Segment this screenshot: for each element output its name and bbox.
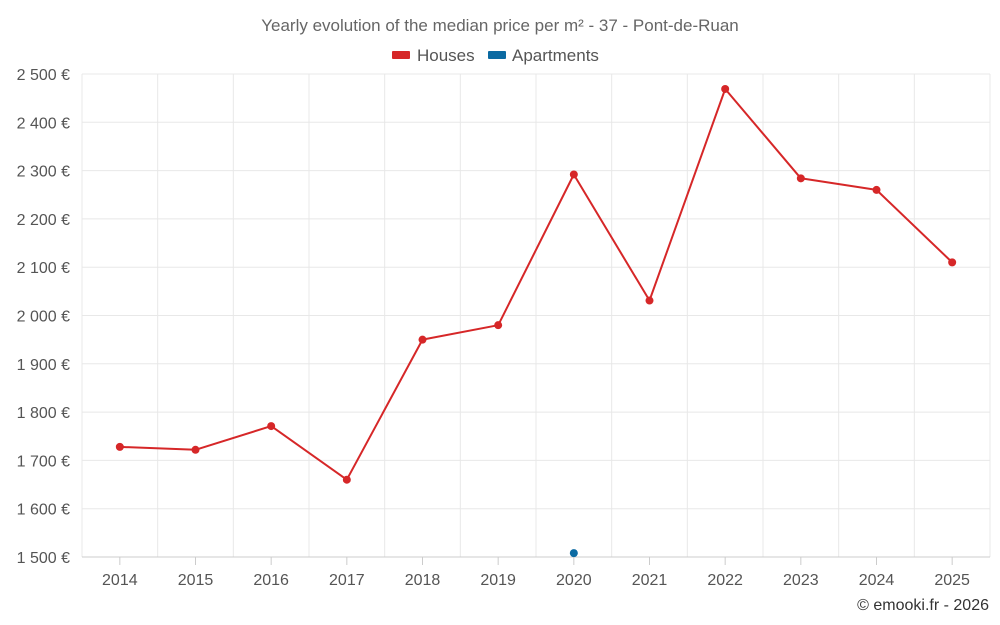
x-tick-label: 2025: [934, 572, 970, 589]
data-point-houses[interactable]: [872, 185, 881, 194]
x-tick-label: 2018: [405, 572, 441, 589]
y-axis-ticks: 1 500 € 1 600 € 1 700 € 1 800 € 1 900 € 2 000…: [17, 67, 70, 567]
x-tick-label: 2015: [178, 572, 214, 589]
data-point-houses[interactable]: [721, 84, 730, 93]
x-tick-label: 2019: [480, 572, 516, 589]
y-tick-label: 2 100 €: [17, 260, 70, 277]
data-point-apartments[interactable]: [569, 549, 578, 558]
x-tick-label: 2021: [632, 572, 668, 589]
series-line-houses: [119, 88, 953, 481]
data-point-houses[interactable]: [115, 442, 124, 451]
legend-swatch-apartments[interactable]: [488, 51, 506, 59]
chart-credit[interactable]: © emooki.fr - 2026: [857, 597, 989, 614]
x-tick-label: 2020: [556, 572, 592, 589]
data-point-houses[interactable]: [569, 170, 578, 179]
legend-label-apartments[interactable]: Apartments: [512, 46, 599, 65]
data-point-houses[interactable]: [948, 258, 957, 267]
y-tick-label: 2 400 €: [17, 115, 70, 132]
x-tick-label: 2024: [859, 572, 895, 589]
x-tick-label: 2016: [253, 572, 289, 589]
y-tick-label: 2 300 €: [17, 164, 70, 181]
y-tick-label: 2 000 €: [17, 309, 70, 326]
x-axis-ticks: 2014 2015 2016 2017 2018 2019 2020 2021 2022 2023…: [82, 556, 990, 589]
series-layer: [115, 84, 957, 558]
x-tick-label: 2014: [102, 572, 138, 589]
data-point-houses[interactable]: [191, 445, 200, 454]
data-point-houses[interactable]: [796, 174, 805, 183]
y-tick-label: 1 800 €: [17, 405, 70, 422]
y-tick-label: 1 600 €: [17, 502, 70, 519]
y-tick-label: 2 200 €: [17, 212, 70, 229]
x-tick-label: 2022: [707, 572, 743, 589]
y-tick-label: 1 900 €: [17, 357, 70, 374]
y-tick-label: 1 500 €: [17, 550, 70, 567]
y-tick-label: 1 700 €: [17, 453, 70, 470]
x-tick-label: 2017: [329, 572, 365, 589]
data-point-houses[interactable]: [267, 422, 276, 431]
legend-swatch-houses[interactable]: [392, 51, 410, 59]
grid-layer: [81, 73, 991, 557]
legend: Houses Apartments: [392, 46, 599, 65]
chart-title: Yearly evolution of the median price per…: [261, 16, 739, 35]
y-tick-label: 2 500 €: [17, 67, 70, 84]
data-point-houses[interactable]: [418, 335, 427, 344]
legend-label-houses[interactable]: Houses: [417, 46, 475, 65]
data-point-houses[interactable]: [342, 475, 351, 484]
x-tick-label: 2023: [783, 572, 819, 589]
data-point-houses[interactable]: [645, 296, 654, 305]
data-point-houses[interactable]: [494, 321, 503, 330]
